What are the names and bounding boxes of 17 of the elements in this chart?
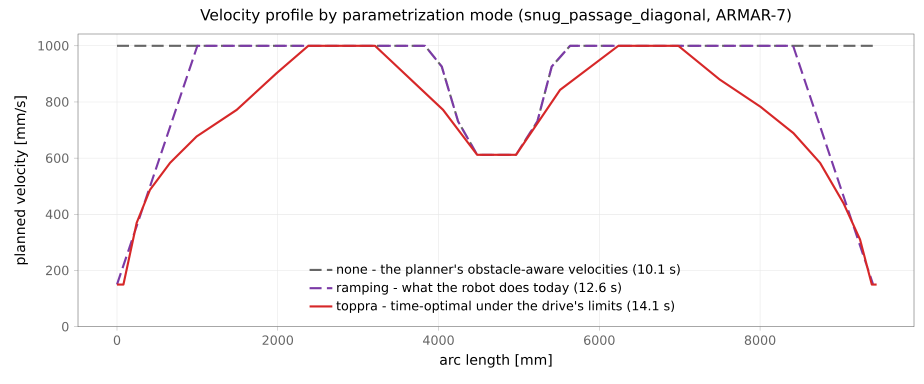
x-tick-label: 4000: [423, 335, 454, 345]
x-axis-title: arc length [mm]: [440, 354, 552, 368]
y-tick-label: 0: [62, 322, 68, 332]
x-tick-label: 2000: [262, 335, 294, 345]
x-tick-label: 6000: [584, 335, 615, 345]
chart-title: Velocity profile by parametrization mode (snug_passage_diagonal, ARMAR-7): [200, 8, 791, 24]
y-tick-label: 1000: [38, 40, 68, 51]
x-tick-label: 0: [114, 335, 120, 345]
y-tick-label: 800: [46, 97, 68, 107]
y-axis-title: planned velocity [mm/s]: [14, 96, 28, 264]
y-tick-label: 400: [46, 210, 68, 220]
y-tick-label: 200: [46, 266, 68, 276]
legend-label: toppra - time-optimal under the drive's limits (14.1 s): [336, 300, 674, 313]
legend-label: ramping - what the robot does today (12.6 s): [337, 282, 621, 295]
y-tick-label: 600: [46, 153, 68, 163]
legend-label: none - the planner's obstacle-aware velocities (10.1 s): [337, 264, 680, 276]
x-tick-label: 8000: [744, 335, 776, 345]
